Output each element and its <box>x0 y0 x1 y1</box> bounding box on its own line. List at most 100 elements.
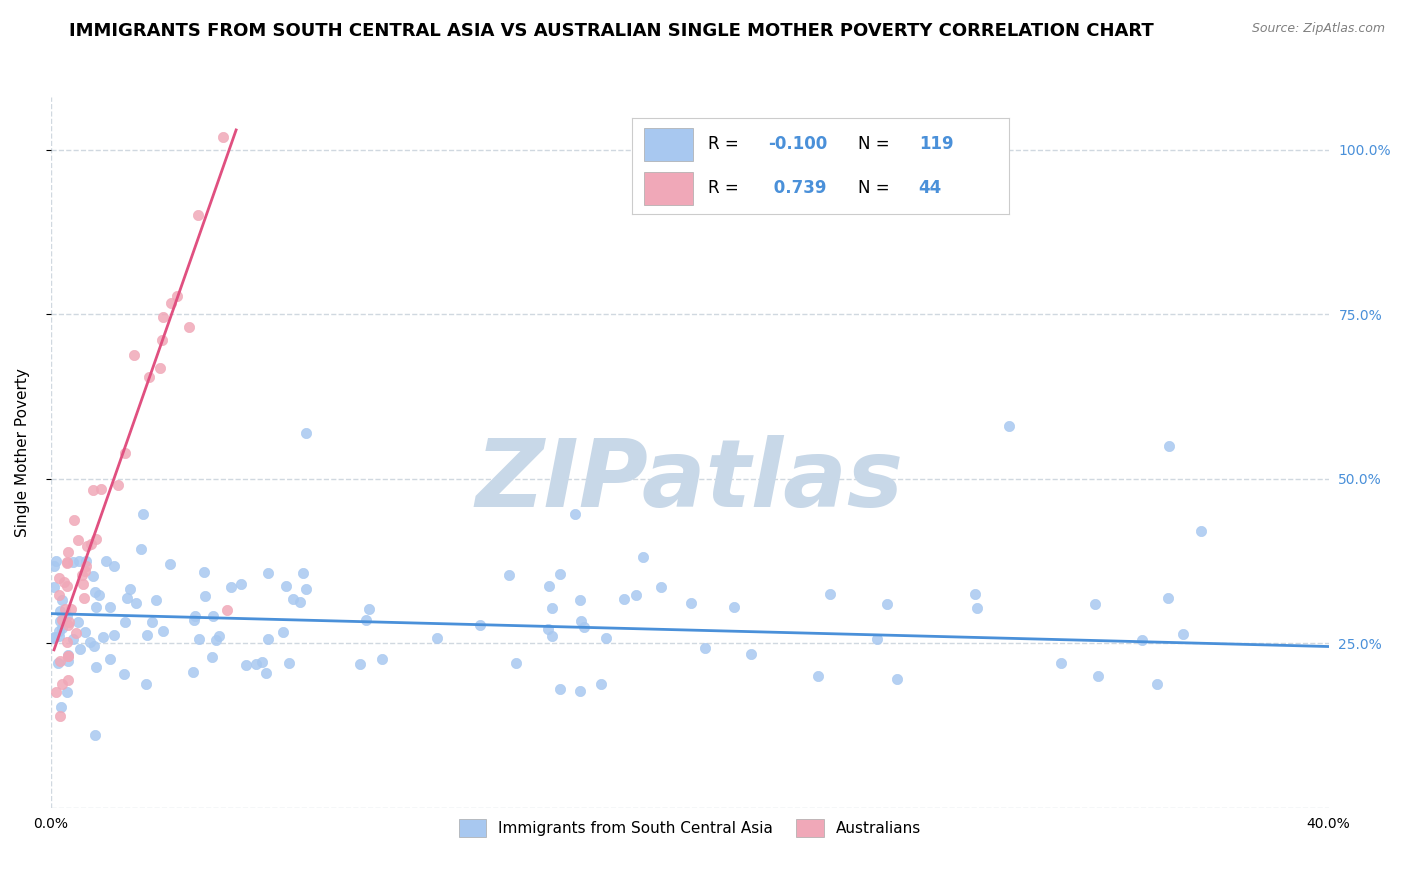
Text: Source: ZipAtlas.com: Source: ZipAtlas.com <box>1251 22 1385 36</box>
Point <box>183 613 205 627</box>
Point <box>595 631 617 645</box>
Point <box>537 622 560 636</box>
Point <box>184 608 207 623</box>
Point <box>215 603 238 617</box>
Point <box>295 425 318 440</box>
Point <box>564 507 586 521</box>
Point <box>235 658 257 673</box>
Point <box>135 677 157 691</box>
Point <box>103 628 125 642</box>
Point <box>98 599 121 614</box>
Point <box>58 648 80 662</box>
Point <box>84 599 107 614</box>
Point <box>79 635 101 649</box>
Point <box>136 628 159 642</box>
Point <box>132 507 155 521</box>
Point <box>76 554 98 568</box>
Point <box>67 554 90 568</box>
Point <box>201 649 224 664</box>
Point <box>998 419 1021 434</box>
Point <box>505 656 527 670</box>
Point <box>55 556 77 570</box>
Point <box>149 361 172 376</box>
Point <box>538 578 561 592</box>
Point <box>633 549 655 564</box>
Point <box>83 728 105 742</box>
Point <box>42 558 65 573</box>
Point <box>45 554 67 568</box>
Point <box>56 649 79 664</box>
Point <box>1132 633 1154 648</box>
Point <box>1157 591 1180 606</box>
Point <box>83 639 105 653</box>
Point <box>548 682 571 697</box>
Point <box>219 580 242 594</box>
Point <box>82 483 104 498</box>
Point <box>118 582 141 596</box>
Point <box>274 578 297 592</box>
Point <box>371 652 394 666</box>
Point <box>1087 669 1109 683</box>
Point <box>49 708 72 723</box>
Point <box>152 624 174 639</box>
Point <box>44 684 66 698</box>
Point <box>56 617 79 632</box>
Point <box>42 632 65 646</box>
Point <box>807 668 830 682</box>
Point <box>166 289 188 303</box>
Point <box>349 657 371 671</box>
Point <box>48 570 70 584</box>
Point <box>876 597 898 611</box>
Point <box>569 592 592 607</box>
Point <box>103 558 125 573</box>
Text: IMMIGRANTS FROM SOUTH CENTRAL ASIA VS AUSTRALIAN SINGLE MOTHER POVERTY CORRELATI: IMMIGRANTS FROM SOUTH CENTRAL ASIA VS AU… <box>69 22 1154 40</box>
Point <box>820 587 842 601</box>
Point <box>679 596 702 610</box>
Point <box>187 208 209 222</box>
Point <box>107 478 129 492</box>
Point <box>58 615 80 629</box>
Point <box>145 592 167 607</box>
Point <box>56 545 79 559</box>
Point <box>1173 626 1195 640</box>
Point <box>49 653 72 667</box>
Point <box>159 558 181 572</box>
Point <box>254 665 277 680</box>
Point <box>53 575 76 590</box>
Point <box>89 588 111 602</box>
Legend: Immigrants from South Central Asia, Australians: Immigrants from South Central Asia, Aust… <box>453 813 927 843</box>
Point <box>250 655 273 669</box>
Point <box>188 632 211 646</box>
Point <box>1146 677 1168 691</box>
Point <box>1050 656 1073 670</box>
Point <box>58 649 80 664</box>
Point <box>49 614 72 628</box>
Point <box>245 657 267 671</box>
Point <box>122 348 145 362</box>
Point <box>965 587 987 601</box>
Point <box>112 667 135 681</box>
Point <box>740 647 762 661</box>
Point <box>202 609 225 624</box>
Point <box>229 577 252 591</box>
Point <box>59 602 82 616</box>
Point <box>66 615 89 629</box>
Point <box>208 629 231 643</box>
Point <box>1189 524 1212 539</box>
Point <box>650 580 672 594</box>
Point <box>572 620 595 634</box>
Point <box>94 554 117 568</box>
Point <box>569 615 592 629</box>
Point <box>294 582 316 597</box>
Point <box>82 569 104 583</box>
Point <box>866 632 889 646</box>
Point <box>56 635 79 649</box>
Point <box>65 626 87 640</box>
Point <box>62 632 84 647</box>
Point <box>75 565 97 579</box>
Point <box>67 533 90 548</box>
Point <box>73 591 96 605</box>
Text: ZIPatlas: ZIPatlas <box>475 434 904 527</box>
Point <box>56 673 79 687</box>
Point <box>84 532 107 546</box>
